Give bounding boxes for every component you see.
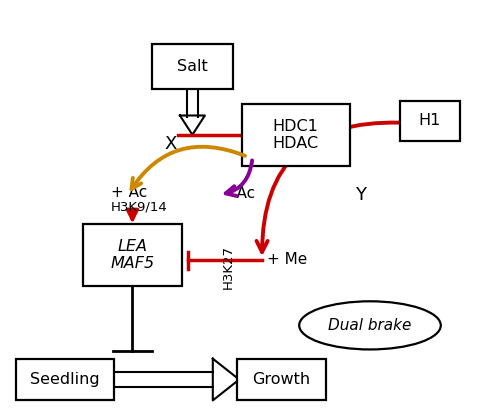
FancyBboxPatch shape (237, 359, 326, 400)
FancyArrowPatch shape (132, 147, 245, 189)
FancyBboxPatch shape (152, 44, 233, 89)
Text: Salt: Salt (177, 59, 208, 74)
FancyArrowPatch shape (226, 161, 252, 196)
FancyBboxPatch shape (400, 101, 460, 141)
FancyArrowPatch shape (256, 122, 400, 252)
Text: H1: H1 (419, 113, 441, 128)
FancyBboxPatch shape (83, 224, 182, 286)
Text: + Ac: + Ac (111, 185, 147, 200)
Polygon shape (180, 115, 205, 135)
Text: Growth: Growth (252, 372, 310, 387)
FancyBboxPatch shape (16, 359, 114, 400)
Text: – Ac: – Ac (224, 186, 254, 201)
Text: Dual brake: Dual brake (328, 318, 411, 333)
Text: H3K9/14: H3K9/14 (111, 201, 168, 214)
FancyBboxPatch shape (242, 104, 350, 166)
Text: Seedling: Seedling (30, 372, 100, 387)
Text: LEA
MAF5: LEA MAF5 (110, 239, 154, 271)
Polygon shape (213, 359, 239, 400)
Text: + Me: + Me (267, 252, 307, 267)
Text: Y: Y (355, 186, 366, 204)
Text: HDC1
HDAC: HDC1 HDAC (272, 119, 318, 151)
Text: X: X (164, 135, 177, 153)
Text: H3K27: H3K27 (222, 245, 235, 289)
